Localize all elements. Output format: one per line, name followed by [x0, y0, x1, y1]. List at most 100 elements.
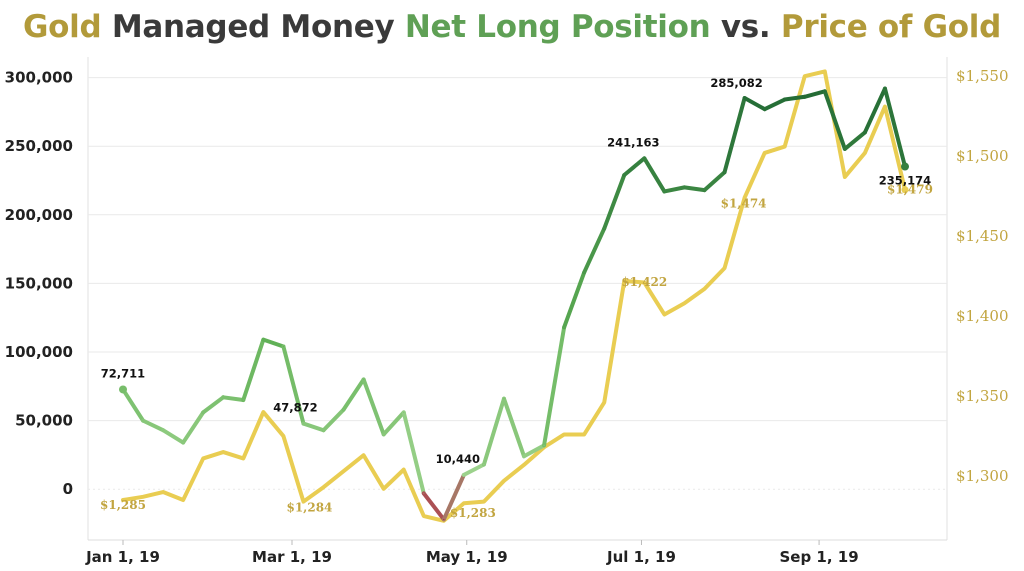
price-line — [121, 69, 907, 523]
price-data-label: $1,422 — [621, 275, 667, 289]
net-long-point — [142, 420, 144, 422]
net-long-point — [804, 96, 806, 98]
net-long-data-label: 47,872 — [273, 401, 317, 415]
net-long-line-segment — [642, 156, 667, 194]
net-long-point — [162, 429, 164, 431]
net-long-line-segment — [361, 377, 386, 437]
price-data-label: $1,284 — [286, 501, 332, 515]
price-point — [784, 145, 786, 148]
price-point — [643, 281, 645, 284]
net-long-point — [743, 97, 746, 99]
price-point — [383, 488, 385, 490]
x-tick-label: Jul 1, 19 — [606, 548, 676, 566]
net-long-point — [603, 227, 605, 230]
net-long-line-segment — [161, 428, 186, 445]
y-left-tick-label: 250,000 — [5, 137, 73, 155]
net-long-line-segment — [682, 185, 707, 193]
price-point — [282, 435, 285, 437]
net-long-line-segment — [421, 491, 446, 522]
net-long-line-segment — [281, 344, 306, 426]
title-part: Gold — [23, 9, 102, 45]
net-long-point — [884, 87, 886, 90]
net-long-point — [683, 186, 686, 188]
price-point — [764, 152, 766, 154]
net-long-point — [563, 326, 565, 328]
price-point — [703, 288, 706, 290]
price-point — [864, 152, 866, 154]
y-right-tick-label: $1,350 — [956, 387, 1009, 405]
net-long-line-segment — [782, 94, 807, 102]
net-long-point — [282, 345, 285, 348]
price-point — [563, 433, 565, 436]
price-point — [844, 176, 846, 178]
price-point — [583, 433, 585, 436]
net-long-point — [483, 463, 485, 466]
net-long-point — [583, 271, 585, 274]
title-part: Net Long Position — [404, 9, 711, 45]
net-long-point — [663, 190, 665, 193]
net-long-point — [322, 429, 325, 431]
net-long-line-segment — [542, 325, 567, 448]
title-part: vs. — [710, 9, 781, 45]
net-long-line-segment — [822, 89, 847, 151]
price-data-label: $1,474 — [721, 197, 767, 211]
net-long-data-label: 10,440 — [436, 452, 480, 466]
x-tick-label: May 1, 19 — [426, 548, 508, 566]
net-long-line-segment — [441, 472, 466, 522]
net-long-line-segment — [662, 185, 687, 194]
net-long-line-segment — [261, 337, 286, 349]
price-point — [262, 411, 264, 413]
net-long-point — [302, 422, 305, 425]
title-part: Price of Gold — [780, 9, 1001, 45]
net-long-point — [403, 411, 405, 413]
price-data-label: $1,479 — [887, 183, 933, 197]
price-point — [723, 267, 726, 269]
net-long-point — [503, 398, 505, 400]
price-data-label: $1,283 — [450, 506, 496, 520]
net-long-line-segment — [401, 410, 426, 496]
net-long-point — [342, 409, 345, 411]
price-point — [503, 480, 505, 482]
price-point — [363, 454, 365, 456]
price-point — [523, 464, 525, 466]
net-long-point — [523, 455, 525, 457]
price-point — [182, 499, 184, 501]
y-right-tick-label: $1,400 — [956, 307, 1009, 325]
y-right-tick-label: $1,450 — [956, 227, 1009, 245]
net-long-point — [824, 90, 826, 92]
net-long-line-segment — [481, 396, 506, 467]
price-point — [423, 515, 425, 517]
x-tick-label: Jan 1, 19 — [85, 548, 160, 566]
net-long-point — [703, 189, 706, 191]
price-point — [242, 457, 244, 460]
net-long-line-segment — [602, 173, 627, 231]
net-long-point — [202, 411, 204, 413]
price-point — [483, 501, 485, 503]
net-long-data-label: 72,711 — [101, 366, 145, 380]
price-point — [743, 197, 746, 199]
y-left-tick-label: 50,000 — [15, 412, 73, 430]
net-long-line-segment — [501, 396, 527, 459]
net-long-point — [864, 131, 866, 134]
price-point — [122, 499, 124, 501]
net-long-line-segment — [381, 410, 406, 437]
y-left-tick-label: 100,000 — [5, 343, 73, 361]
net-long-line-segment — [522, 443, 547, 459]
price-point — [202, 457, 204, 460]
price-point — [683, 302, 686, 304]
y-right-tick-label: $1,550 — [956, 67, 1009, 85]
net-long-point — [222, 396, 224, 398]
net-long-line-segment — [862, 86, 887, 135]
y-right-tick-label: $1,500 — [956, 147, 1009, 165]
net-long-line-segment — [722, 96, 747, 175]
net-long-point — [383, 433, 385, 435]
price-data-label: $1,285 — [100, 498, 146, 512]
net-long-line-segment — [702, 170, 727, 193]
price-point — [302, 501, 305, 503]
price-point — [884, 105, 886, 108]
price-point — [342, 470, 345, 472]
price-point — [142, 496, 144, 498]
net-long-line-segment — [201, 395, 226, 415]
net-long-line-segment — [882, 86, 907, 169]
